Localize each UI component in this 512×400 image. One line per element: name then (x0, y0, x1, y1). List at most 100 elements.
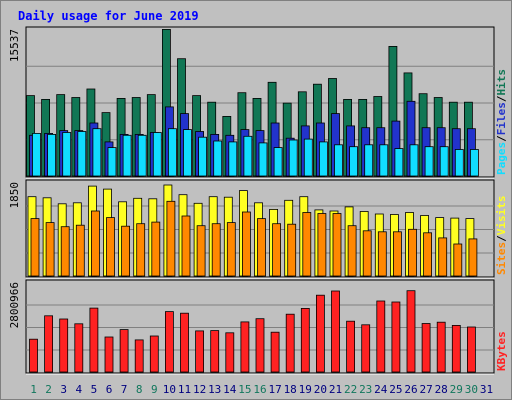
x-axis-day-labels: 1 2 3 4 5 6 7 8 9 10 11 12 13 14 15 16 17 18 19 20 21 22 23 24 2… (30, 383, 493, 396)
day-label-29: 29 (450, 383, 463, 396)
bar-pages-day-15 (243, 135, 253, 177)
bar-kbytes-day-13 (210, 330, 220, 373)
bar-pages-day-26 (409, 144, 419, 177)
bar-kbytes-day-8 (134, 339, 144, 373)
bar-kbytes-day-19 (300, 307, 310, 373)
day-label-10: 10 (163, 383, 176, 396)
series-kbytes (29, 290, 476, 373)
bar-pages-day-30 (469, 149, 479, 177)
bar-pages-day-27 (424, 146, 434, 177)
bar-pages-day-7 (122, 134, 132, 177)
day-label-5: 5 (91, 383, 98, 396)
legend: Sites/Visits (495, 196, 508, 276)
bar-sites-day-11 (181, 215, 191, 277)
bar-sites-day-10 (166, 200, 176, 277)
bar-sites-day-29 (453, 243, 463, 277)
day-label-28: 28 (435, 383, 448, 396)
day-label-27: 27 (419, 383, 432, 396)
bar-pages-day-4 (77, 131, 87, 177)
day-label-24: 24 (374, 383, 388, 396)
day-label-9: 9 (151, 383, 158, 396)
day-label-1: 1 (30, 383, 37, 396)
bar-pages-day-21 (334, 144, 343, 177)
bar-kbytes-day-4 (74, 323, 84, 373)
bar-sites-day-2 (45, 222, 55, 277)
legend-entry-kbytes: KBytes (495, 331, 508, 371)
day-label-14: 14 (223, 383, 237, 396)
chart-panels: 15537Pages/Files/Hits1850Sites/Visits280… (8, 26, 508, 375)
bar-kbytes-day-12 (195, 330, 205, 373)
bar-sites-day-6 (106, 217, 115, 277)
day-label-21: 21 (329, 383, 342, 396)
day-label-19: 19 (299, 383, 312, 396)
day-label-12: 12 (193, 383, 206, 396)
y-axis-max-label: 2800966 (8, 282, 21, 328)
bar-pages-day-3 (62, 132, 72, 177)
bar-sites-day-30 (468, 238, 478, 277)
bar-kbytes-day-28 (436, 321, 446, 373)
bar-sites-day-4 (75, 224, 85, 277)
day-label-2: 2 (45, 383, 52, 396)
bar-kbytes-day-25 (391, 301, 401, 373)
bar-kbytes-day-7 (119, 329, 129, 373)
legend-entry-sites: Sites (495, 242, 508, 275)
bar-sites-day-8 (136, 223, 146, 277)
bar-pages-day-19 (303, 138, 313, 177)
bar-pages-day-11 (183, 129, 192, 177)
bar-sites-day-18 (287, 223, 297, 277)
bar-pages-day-23 (364, 144, 374, 177)
day-label-17: 17 (268, 383, 281, 396)
bar-sites-day-27 (423, 232, 433, 277)
series-sites (30, 200, 478, 277)
day-label-4: 4 (75, 383, 82, 396)
bar-sites-day-20 (317, 213, 327, 277)
bar-pages-day-5 (92, 128, 102, 177)
day-label-30: 30 (465, 383, 478, 396)
bar-sites-day-14 (226, 222, 236, 277)
bar-sites-day-13 (211, 223, 221, 277)
legend-separator: / (495, 235, 508, 242)
day-label-6: 6 (106, 383, 113, 396)
bar-kbytes-day-9 (149, 335, 159, 373)
bar-kbytes-day-24 (376, 300, 386, 373)
bar-sites-day-17 (272, 223, 282, 277)
bar-kbytes-day-5 (89, 307, 99, 373)
bar-pages-day-24 (379, 144, 389, 177)
series-pages (32, 128, 479, 177)
bar-pages-day-6 (107, 147, 117, 177)
bar-pages-day-29 (454, 149, 464, 177)
day-label-11: 11 (178, 383, 191, 396)
legend-entry-visits: Visits (495, 196, 508, 236)
bar-kbytes-day-27 (421, 323, 431, 373)
bar-pages-day-20 (318, 141, 328, 177)
day-label-26: 26 (404, 383, 417, 396)
bar-kbytes-day-17 (270, 331, 280, 373)
bar-kbytes-day-29 (451, 324, 461, 373)
panel-visits-sites: 1850 Sites/Visits (8, 179, 508, 279)
bar-sites-day-1 (30, 218, 40, 277)
bar-kbytes-day-18 (285, 313, 295, 373)
bar-kbytes-day-2 (44, 315, 53, 373)
bar-sites-day-23 (362, 230, 372, 277)
bar-pages-day-17 (273, 147, 283, 177)
bar-sites-day-7 (121, 225, 130, 277)
bar-kbytes-day-1 (29, 338, 38, 373)
day-label-3: 3 (60, 383, 67, 396)
y-axis-max-label: 1850 (8, 182, 21, 209)
bar-sites-day-25 (392, 231, 402, 277)
bar-pages-day-18 (288, 139, 298, 177)
day-label-25: 25 (389, 383, 402, 396)
bar-sites-day-26 (408, 228, 417, 277)
legend-separator: / (495, 135, 508, 142)
bar-sites-day-3 (60, 226, 70, 277)
bar-pages-day-1 (32, 132, 41, 177)
bar-pages-day-2 (47, 133, 56, 177)
legend-separator: / (495, 95, 508, 102)
bar-sites-day-9 (151, 221, 161, 277)
legend-entry-pages: Pages (495, 142, 508, 175)
bar-sites-day-12 (196, 225, 206, 277)
bar-kbytes-day-14 (225, 332, 235, 373)
bar-kbytes-day-10 (164, 311, 174, 373)
day-label-16: 16 (253, 383, 266, 396)
